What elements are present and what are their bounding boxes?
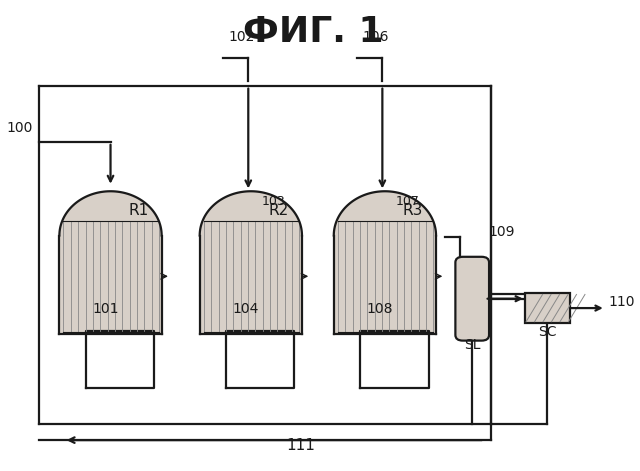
Polygon shape bbox=[60, 236, 162, 334]
Text: SL: SL bbox=[464, 338, 481, 352]
Text: 107: 107 bbox=[396, 195, 420, 208]
Text: ФИГ. 1: ФИГ. 1 bbox=[243, 15, 383, 49]
Ellipse shape bbox=[200, 191, 302, 280]
Text: 101: 101 bbox=[92, 302, 118, 316]
Text: 103: 103 bbox=[262, 195, 285, 208]
Ellipse shape bbox=[334, 191, 436, 280]
Text: R3: R3 bbox=[403, 203, 423, 219]
FancyBboxPatch shape bbox=[456, 257, 489, 341]
Polygon shape bbox=[200, 236, 302, 334]
Text: R1: R1 bbox=[129, 203, 148, 219]
Text: 104: 104 bbox=[232, 302, 259, 316]
FancyBboxPatch shape bbox=[525, 293, 570, 323]
Text: 100: 100 bbox=[7, 122, 33, 136]
Text: 108: 108 bbox=[367, 302, 393, 316]
Text: SC: SC bbox=[538, 325, 556, 339]
Text: 110: 110 bbox=[609, 295, 636, 309]
Text: R2: R2 bbox=[269, 203, 289, 219]
Polygon shape bbox=[334, 236, 436, 334]
Text: 102: 102 bbox=[229, 30, 255, 44]
Text: 109: 109 bbox=[489, 225, 515, 238]
Ellipse shape bbox=[60, 191, 162, 280]
Text: 111: 111 bbox=[286, 439, 315, 454]
Text: 106: 106 bbox=[363, 30, 389, 44]
